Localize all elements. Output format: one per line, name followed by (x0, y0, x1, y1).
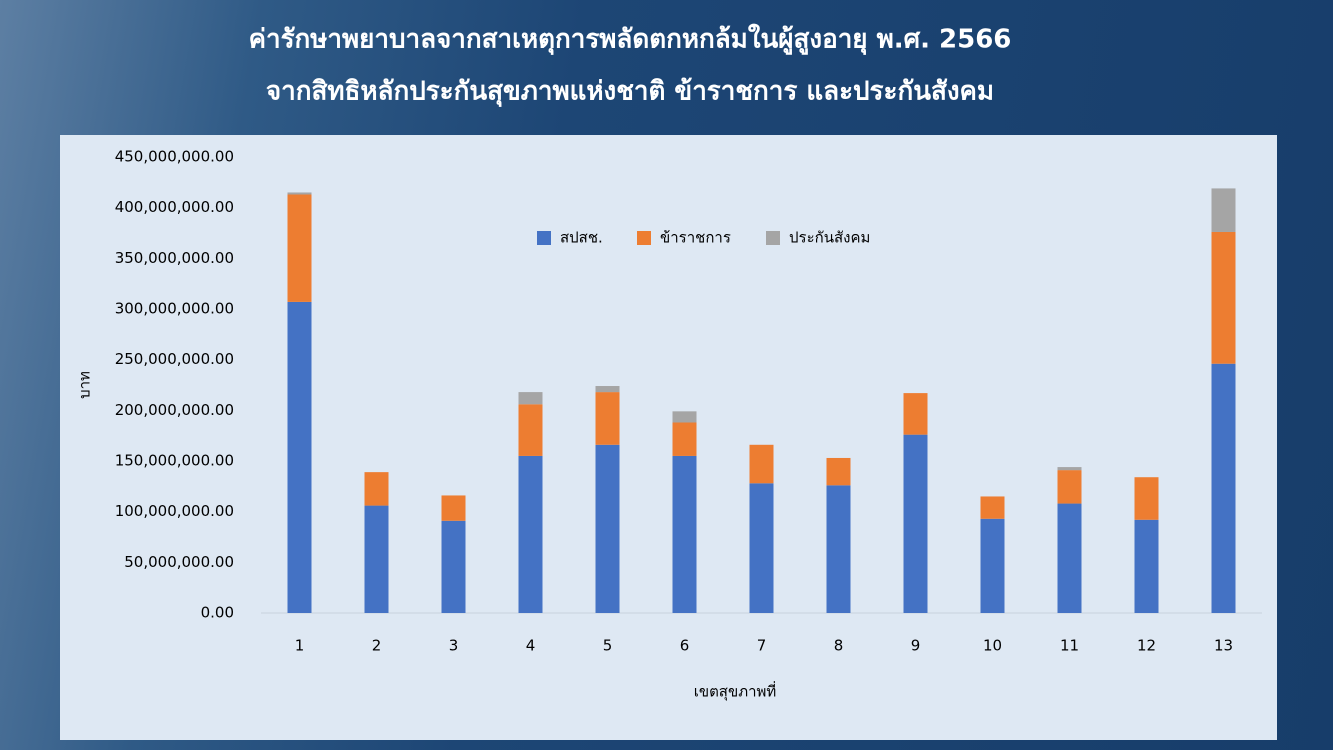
bar-segment (1211, 363, 1236, 613)
x-tick-label: 9 (911, 637, 921, 655)
x-tick-label: 4 (526, 637, 536, 655)
x-tick-label: 12 (1137, 637, 1156, 655)
chart-subtitle: จากสิทธิหลักประกันสุขภาพแห่งชาติ ข้าราชก… (266, 77, 994, 108)
chart-title: ค่ารักษาพยาบาลจากสาเหตุการพลัดตกหกล้มในผ… (249, 24, 1012, 56)
x-axis-title: เขตสุขภาพที่ (694, 681, 777, 702)
legend-label: ข้าราชการ (660, 229, 731, 247)
x-tick-label: 2 (372, 637, 382, 655)
x-tick-label: 11 (1060, 637, 1079, 655)
y-tick-label: 150,000,000.00 (115, 452, 234, 470)
legend-swatch (637, 231, 651, 245)
y-tick-label: 400,000,000.00 (115, 198, 234, 216)
legend-swatch (537, 231, 551, 245)
y-tick-label: 0.00 (201, 604, 234, 622)
bar-segment (287, 301, 312, 613)
bar-segment (287, 192, 312, 195)
bar-segment (672, 411, 697, 423)
bar-segment (595, 386, 620, 393)
bar-segment (1134, 519, 1159, 613)
bar-segment (903, 434, 928, 613)
bar-segment (441, 520, 466, 613)
bar-segment (287, 194, 312, 302)
bar-segment (595, 444, 620, 613)
bar-segment (441, 495, 466, 521)
bar-segment (826, 485, 851, 613)
bar-segment (1057, 470, 1082, 504)
y-tick-label: 200,000,000.00 (115, 401, 234, 419)
bar-segment (364, 505, 389, 613)
x-tick-label: 13 (1214, 637, 1233, 655)
bar-segment (903, 393, 928, 435)
chart-panel (60, 135, 1277, 740)
legend-label: สปสช. (560, 229, 603, 247)
bar-segment (1057, 467, 1082, 471)
bar-segment (672, 455, 697, 613)
y-tick-label: 350,000,000.00 (115, 249, 234, 267)
bar-segment (518, 404, 543, 456)
x-tick-label: 1 (295, 637, 305, 655)
bar-segment (1211, 188, 1236, 232)
x-tick-label: 3 (449, 637, 459, 655)
bar-segment (1211, 231, 1236, 364)
bar-segment (672, 422, 697, 456)
y-axis-title: บาท (76, 371, 94, 399)
bar-segment (826, 457, 851, 486)
x-tick-label: 7 (757, 637, 767, 655)
bar-segment (364, 472, 389, 506)
y-tick-label: 450,000,000.00 (115, 148, 234, 166)
bar-segment (518, 455, 543, 613)
x-tick-label: 5 (603, 637, 613, 655)
y-tick-label: 100,000,000.00 (115, 502, 234, 520)
bar-segment (980, 518, 1005, 613)
x-tick-label: 6 (680, 637, 690, 655)
x-tick-label: 8 (834, 637, 844, 655)
legend-label: ประกันสังคม (789, 229, 870, 247)
legend-swatch (766, 231, 780, 245)
bar-segment (1134, 477, 1159, 520)
y-tick-label: 250,000,000.00 (115, 350, 234, 368)
x-tick-label: 10 (983, 637, 1002, 655)
y-tick-label: 50,000,000.00 (124, 553, 234, 571)
bar-segment (749, 444, 774, 484)
y-tick-label: 300,000,000.00 (115, 300, 234, 318)
bar-segment (595, 392, 620, 445)
bar-segment (1057, 503, 1082, 613)
bar-segment (518, 392, 543, 405)
bar-segment (749, 483, 774, 613)
bar-segment (980, 496, 1005, 519)
